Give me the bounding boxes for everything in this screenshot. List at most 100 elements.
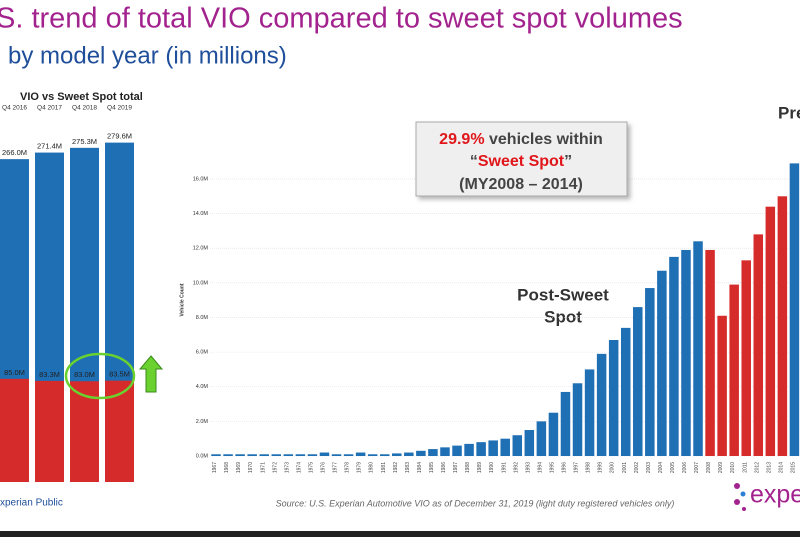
bar (440, 447, 450, 456)
x-tick-label: 2008 (706, 462, 712, 473)
x-tick-label: 1999 (598, 462, 604, 473)
callout-line: “Sweet Spot” (470, 153, 572, 170)
bar (596, 353, 607, 456)
bar (428, 449, 438, 456)
x-tick-label: 1989 (477, 462, 483, 473)
bar (307, 454, 318, 456)
x-tick-label: 2011 (742, 462, 748, 473)
x-tick-label: 1976 (321, 462, 327, 473)
x-tick-label: 1973 (284, 462, 290, 473)
quote: ” (564, 153, 572, 170)
x-tick-label: 1994 (537, 462, 543, 473)
y-tick-label: 2.0M (196, 419, 209, 425)
slide-title: S. trend of total VIO compared to sweet … (0, 3, 683, 35)
bar (500, 438, 510, 456)
logo-dot (742, 507, 746, 511)
x-tick-label: Q4 2018 (72, 105, 97, 112)
bar (753, 234, 764, 456)
x-tick-label: 1980 (369, 462, 375, 473)
bar (633, 307, 643, 456)
x-tick-label: 1986 (441, 462, 447, 473)
x-tick-label: 1998 (586, 462, 592, 473)
data-label: 83.3M (39, 370, 60, 379)
x-tick-label: 1974 (296, 462, 302, 473)
x-tick-label: 1987 (453, 462, 459, 473)
x-tick-label: 1993 (525, 462, 531, 473)
x-tick-label: Q4 2017 (37, 105, 62, 112)
bar (669, 256, 679, 456)
bar (548, 412, 559, 456)
logo: exper (750, 481, 800, 509)
bar (331, 454, 342, 456)
bar (488, 440, 498, 456)
bar (765, 206, 776, 456)
x-tick-label: 1979 (357, 462, 363, 473)
bar (584, 369, 595, 456)
x-tick-label: 1983 (405, 462, 411, 473)
bottom-band (0, 531, 800, 537)
data-label: 83.5M (109, 370, 130, 379)
bar (367, 454, 378, 456)
y-tick-label: 6.0M (196, 350, 209, 356)
bar (259, 454, 269, 456)
bar (0, 378, 29, 482)
y-axis-label: Vehicle Count (179, 283, 185, 316)
bar (247, 454, 257, 456)
annotation: Spot (544, 307, 582, 326)
y-tick-label: 0.0M (196, 453, 209, 459)
bar (560, 391, 571, 456)
bar (717, 315, 727, 456)
bar (319, 452, 330, 456)
bar (464, 443, 474, 456)
bar (789, 163, 800, 457)
x-tick-label: 1997 (574, 462, 580, 473)
bar (343, 454, 354, 456)
x-tick-label: 1991 (501, 462, 507, 473)
source: Source: U.S. Experian Automotive VIO as … (276, 498, 675, 508)
bar (681, 249, 691, 456)
up-arrow (138, 355, 164, 393)
data-label: 85.0M (4, 368, 25, 377)
x-tick-label: 2004 (658, 462, 664, 473)
bar (705, 249, 715, 456)
bar (620, 327, 631, 456)
y-tick-label: 10.0M (193, 280, 209, 286)
x-tick-label: 2010 (730, 462, 736, 473)
callout-range: (MY2008 – 2014) (459, 176, 583, 193)
x-tick-label: 1968 (224, 462, 230, 473)
bar (355, 452, 366, 456)
x-tick-label: 1982 (393, 462, 399, 473)
bar (235, 454, 245, 456)
bar (379, 454, 390, 456)
bar (512, 435, 523, 456)
bar (416, 450, 426, 456)
x-tick-label: 2013 (766, 462, 772, 473)
data-label: 279.6M (107, 132, 132, 141)
x-tick-label: 2001 (622, 462, 628, 473)
x-tick-label: 2009 (718, 462, 724, 473)
bar (657, 270, 667, 456)
x-tick-label: 1981 (381, 462, 387, 473)
x-tick-label: 1970 (248, 462, 254, 473)
annotation: Post-Sweet (517, 285, 609, 304)
x-tick-label: 1972 (272, 462, 278, 473)
y-tick-label: 14.0M (193, 211, 209, 217)
x-tick-label: 2000 (610, 462, 616, 473)
logo-dot (734, 483, 740, 489)
x-tick-label: Q4 2019 (107, 105, 132, 112)
bar (283, 454, 294, 456)
y-tick-label: 12.0M (193, 246, 209, 252)
bar (35, 380, 64, 482)
slide-subtitle: by model year (in millions) (8, 42, 287, 69)
bar (645, 288, 655, 456)
x-tick-label: 2014 (778, 462, 784, 473)
x-tick-label: 1984 (417, 462, 423, 473)
x-tick-label: Q4 2016 (2, 105, 27, 112)
x-tick-label: 2012 (754, 462, 760, 473)
bar (392, 453, 402, 456)
y-tick-label: 8.0M (196, 315, 209, 321)
x-tick-label: 1990 (489, 462, 495, 473)
logo-dot (740, 491, 746, 497)
quote: “ (470, 153, 478, 170)
